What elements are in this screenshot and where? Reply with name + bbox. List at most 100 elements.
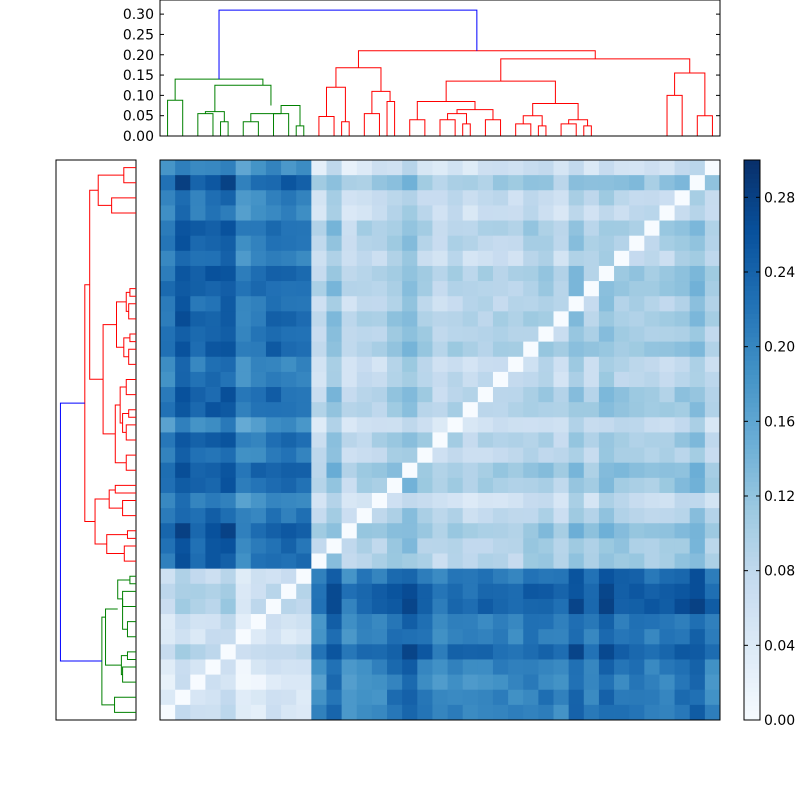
- heatmap-cell: [387, 644, 403, 660]
- heatmap-cell: [629, 387, 645, 403]
- dendro-link: [167, 99, 184, 136]
- heatmap-cell: [432, 447, 448, 464]
- heatmap-cell: [175, 296, 191, 312]
- heatmap-cell: [311, 250, 327, 267]
- heatmap-cell: [387, 432, 403, 448]
- heatmap-cell: [220, 629, 237, 645]
- heatmap-cell: [598, 281, 615, 297]
- heatmap-cell: [674, 583, 691, 600]
- heatmap-cell: [220, 492, 237, 509]
- heatmap-cell: [326, 568, 343, 585]
- heatmap-cell: [583, 371, 600, 388]
- heatmap-cell: [583, 326, 600, 343]
- heatmap-cell: [281, 205, 297, 221]
- heatmap-cell: [477, 175, 494, 191]
- heatmap-cell: [492, 553, 509, 570]
- heatmap-cell: [629, 538, 645, 554]
- heatmap-cell: [689, 281, 706, 297]
- heatmap-cell: [689, 371, 706, 388]
- heatmap-cell: [371, 538, 388, 554]
- heatmap-cell: [447, 689, 464, 706]
- heatmap-cell: [387, 417, 403, 433]
- colorbar-segment: [744, 654, 760, 660]
- heatmap-cell: [568, 492, 585, 509]
- heatmap-cell: [311, 402, 327, 418]
- colorbar-segment: [744, 332, 760, 338]
- heatmap-cell: [356, 629, 373, 645]
- heatmap-cell: [674, 250, 691, 267]
- heatmap-cell: [371, 598, 388, 615]
- heatmap-cell: [689, 644, 706, 660]
- heatmap-cell: [341, 598, 358, 615]
- heatmap-cell: [432, 235, 448, 252]
- heatmap-cell: [492, 190, 509, 206]
- heatmap-cell: [508, 341, 524, 358]
- heatmap-cell: [523, 462, 539, 479]
- heatmap-cell: [477, 387, 494, 403]
- heatmap-cell: [583, 387, 600, 403]
- heatmap-cell: [614, 250, 630, 267]
- heatmap-cell: [371, 160, 388, 176]
- heatmap-cell: [250, 281, 267, 297]
- heatmap-cell: [538, 265, 554, 282]
- heatmap-cell: [689, 356, 706, 373]
- heatmap-cell: [220, 341, 237, 358]
- heatmap-cell: [432, 311, 448, 327]
- heatmap-cell: [281, 477, 297, 494]
- colorbar-segment: [744, 496, 760, 502]
- heatmap-cell: [704, 553, 721, 570]
- heatmap-cell: [402, 220, 418, 237]
- heatmap-cell: [644, 477, 660, 494]
- heatmap-cell: [281, 583, 297, 600]
- heatmap-cell: [417, 175, 433, 191]
- heatmap-cell: [235, 432, 252, 448]
- heatmap-cell: [614, 402, 630, 418]
- heatmap-cell: [629, 629, 645, 645]
- heatmap-cell: [614, 462, 630, 479]
- heatmap-cell: [356, 568, 373, 585]
- heatmap-cell: [371, 356, 388, 373]
- heatmap-cell: [523, 175, 539, 191]
- heatmap-cell: [462, 659, 479, 675]
- heatmap-cell: [326, 447, 343, 464]
- colorbar-segment: [744, 584, 760, 590]
- heatmap-cell: [281, 235, 297, 252]
- heatmap-cell: [296, 583, 312, 600]
- heatmap-cell: [250, 492, 267, 509]
- heatmap-cell: [356, 175, 373, 191]
- heatmap-cell: [296, 477, 312, 494]
- heatmap-cell: [417, 296, 433, 312]
- heatmap-cell: [235, 265, 252, 282]
- heatmap-cell: [447, 462, 464, 479]
- heatmap-cell: [614, 341, 630, 358]
- heatmap-cell: [644, 523, 660, 539]
- heatmap-cell: [689, 629, 706, 645]
- heatmap-cell: [704, 689, 721, 706]
- heatmap-cell: [447, 508, 464, 524]
- colorbar-segment: [744, 183, 760, 189]
- heatmap-cell: [356, 583, 373, 600]
- heatmap-cell: [447, 417, 464, 433]
- heatmap-cell: [190, 674, 206, 691]
- heatmap-cell: [462, 250, 479, 267]
- heatmap-cell: [492, 492, 509, 509]
- heatmap-cell: [311, 341, 327, 358]
- left-dendro-link: [119, 386, 127, 424]
- heatmap-cell: [568, 175, 585, 191]
- heatmap-cell: [689, 190, 706, 206]
- heatmap-cell: [583, 629, 600, 645]
- heatmap-cell: [462, 689, 479, 706]
- colorbar-segment: [744, 463, 760, 469]
- heatmap-cell: [553, 704, 570, 721]
- heatmap-cell: [265, 402, 282, 418]
- heatmap-cell: [447, 175, 464, 191]
- heatmap-cell: [250, 160, 267, 176]
- heatmap-cell: [341, 462, 358, 479]
- heatmap-cell: [190, 250, 206, 267]
- heatmap-cell: [402, 265, 418, 282]
- heatmap-cell: [356, 205, 373, 221]
- heatmap-cell: [432, 296, 448, 312]
- heatmap-cell: [447, 235, 464, 252]
- heatmap-cell: [704, 402, 721, 418]
- heatmap-cell: [371, 492, 388, 509]
